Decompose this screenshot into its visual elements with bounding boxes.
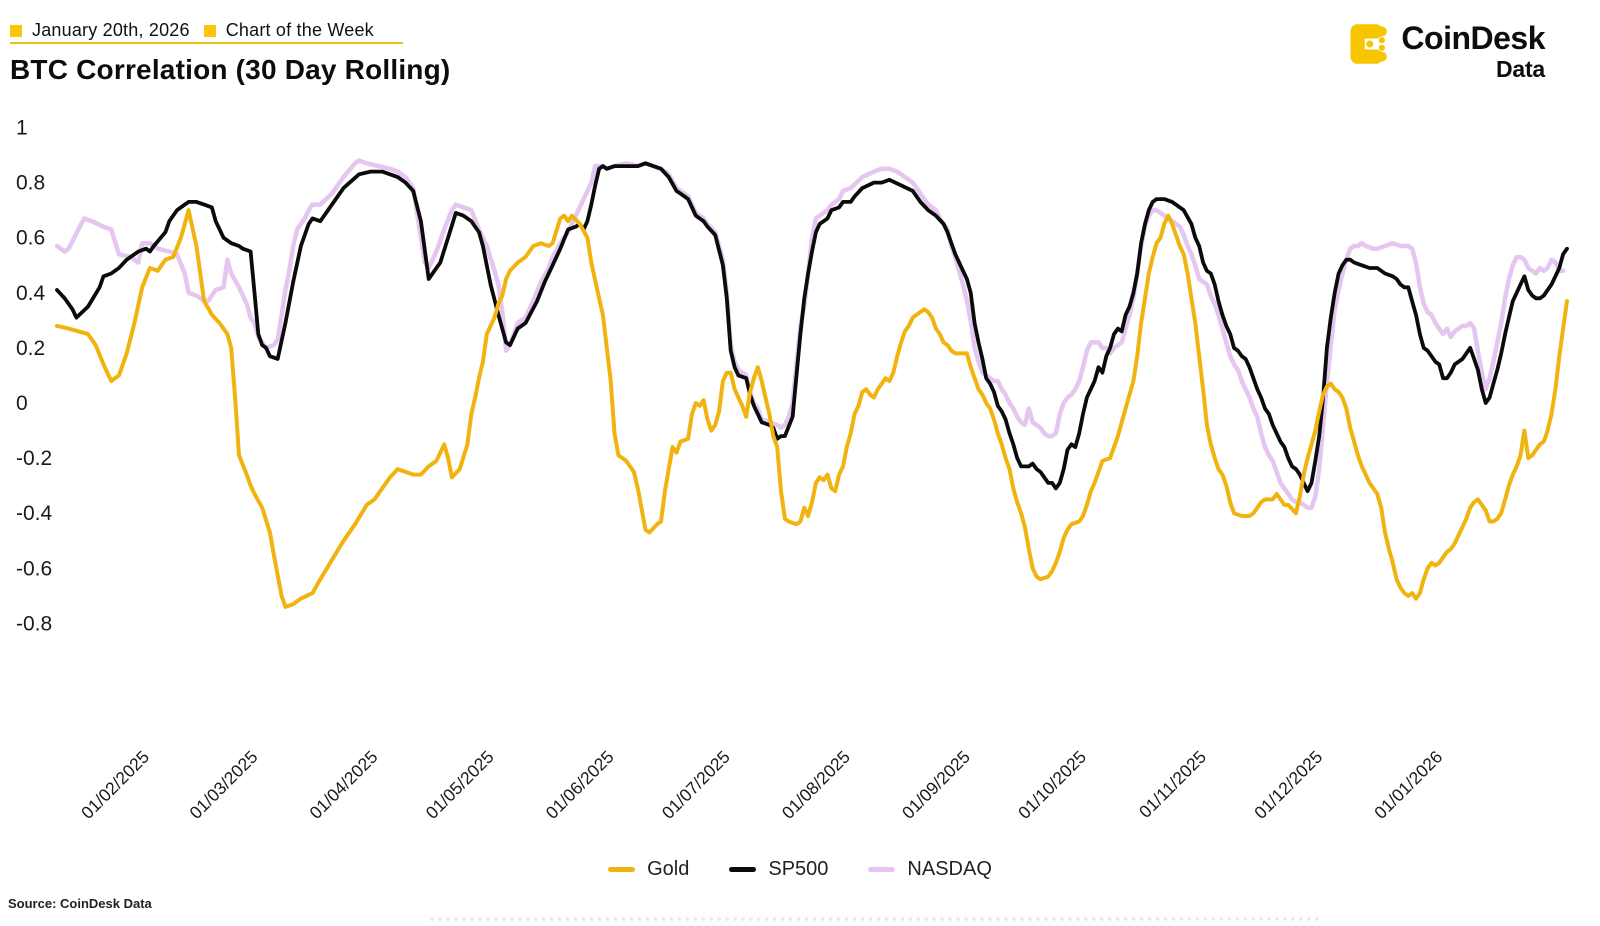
series-line-nasdaq [54, 158, 1566, 510]
x-axis-tick-label: 01/01/2026 [1370, 747, 1446, 823]
legend-swatch-sp500 [729, 867, 757, 872]
y-axis-tick-label: -0.8 [16, 612, 52, 635]
yellow-square-icon [10, 24, 22, 37]
legend-item-sp500: SP500 [729, 858, 828, 881]
yellow-square-icon [203, 24, 216, 37]
header-badge-label: Chart of the Week [225, 20, 374, 40]
legend-swatch-gold [608, 867, 636, 872]
y-axis-tick-label: -0.6 [16, 557, 52, 580]
x-axis-tick-label: 01/07/2025 [658, 747, 734, 823]
coindesk-logo-text: CoinDesk Data [1401, 20, 1545, 82]
x-axis-tick-label: 01/05/2025 [422, 747, 498, 823]
header-date-label: January 20th, 2026 [32, 20, 190, 40]
x-axis-tick-label: 01/09/2025 [898, 747, 974, 823]
y-axis-tick-label: -0.2 [16, 447, 52, 470]
x-axis-tick-label: 01/02/2025 [77, 747, 153, 823]
header-date-item: January 20th, 2026 [10, 20, 190, 41]
series-line-sp500 [55, 161, 1569, 494]
coindesk-logo-icon [1350, 24, 1388, 64]
x-axis-tick-label: 01/10/2025 [1014, 747, 1090, 823]
header-meta-row: January 20th, 2026 Chart of the Week [10, 20, 374, 41]
y-axis-tick-label: 0.2 [16, 337, 45, 360]
legend-label-nasdaq: NASDAQ [907, 858, 992, 880]
x-axis-tick-label: 01/08/2025 [778, 747, 854, 823]
bottom-dashed-divider [430, 917, 1320, 921]
legend-item-gold: Gold [608, 858, 689, 881]
legend-label-sp500: SP500 [768, 858, 829, 880]
series-line-gold [55, 208, 1569, 609]
x-axis-tick-label: 01/12/2025 [1250, 747, 1326, 823]
y-axis-tick-label: 0.8 [16, 172, 45, 195]
header-badge-item: Chart of the Week [203, 20, 374, 41]
source-note: Source: CoinDesk Data [8, 896, 152, 911]
legend-item-nasdaq: NASDAQ [868, 858, 992, 881]
y-axis-tick-label: 0.6 [16, 227, 45, 250]
chart-legend: Gold SP500 NASDAQ [0, 858, 1600, 881]
x-axis-tick-label: 01/04/2025 [305, 747, 381, 823]
y-axis-tick-label: 0.4 [16, 282, 46, 305]
coindesk-logo: CoinDesk Data [1345, 20, 1545, 82]
y-axis-tick-label: 0 [16, 392, 28, 415]
page-title: BTC Correlation (30 Day Rolling) [10, 54, 451, 85]
legend-swatch-nasdaq [868, 867, 896, 872]
x-axis-tick-label: 01/06/2025 [542, 747, 618, 823]
y-axis-tick-label: 1 [16, 117, 28, 140]
legend-label-gold: Gold [647, 858, 690, 880]
x-axis-tick-label: 01/03/2025 [185, 747, 261, 823]
header-underline [10, 42, 403, 44]
x-axis-tick-label: 01/11/2025 [1135, 747, 1210, 822]
brand-name: CoinDesk [1401, 20, 1545, 56]
y-axis-tick-label: -0.4 [16, 502, 53, 525]
brand-sub: Data [1495, 55, 1545, 82]
